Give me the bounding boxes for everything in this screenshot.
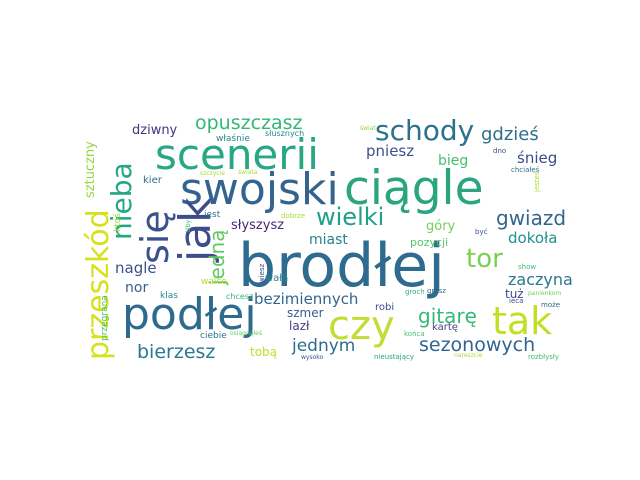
word-czy: czy <box>328 303 395 349</box>
word-ieca: ieca <box>509 297 524 305</box>
word-nor: nor <box>125 280 149 296</box>
word-swiata: świata <box>238 169 258 176</box>
word-gwiazd: gwiazd <box>496 206 567 230</box>
word-schody: schody <box>375 114 475 147</box>
word-panienkom: panienkom <box>528 290 562 297</box>
word-karte: kartę <box>432 322 458 333</box>
word-swojski: swojski <box>180 164 339 215</box>
word-byc: być <box>475 228 488 236</box>
word-podlej: podłej <box>122 289 257 340</box>
word-opuszczasz: opuszczasz <box>195 112 303 134</box>
word-swiat: świat <box>360 125 376 132</box>
word-brodlej: brodłej <box>238 231 445 301</box>
word-pniesz: pniesz <box>366 142 415 160</box>
word-chcesz: chcesz <box>226 292 254 301</box>
word-tuz: tuż <box>505 287 524 301</box>
word-ciebie: ciebie <box>200 331 227 341</box>
word-szmer: szmer <box>287 306 324 320</box>
word-izby: iżby <box>185 219 192 232</box>
word-robi: robi <box>375 302 395 313</box>
word-bierzesz: bierzesz <box>137 341 216 363</box>
word-nareszcie: nareszcie <box>454 352 483 359</box>
word-nagle: nagle <box>115 259 157 277</box>
word-scenerii: scenerii <box>155 130 319 179</box>
word-przegrana: przegrana <box>100 295 110 341</box>
word-slyszysz: słyszysz <box>231 218 285 233</box>
word-slusznych: słusznych <box>265 129 305 138</box>
word-jestes: jesteś <box>533 171 541 192</box>
word-wlasnie: właśnie <box>216 134 250 144</box>
word-wala: wała <box>265 273 289 284</box>
word-show: show <box>518 263 537 271</box>
word-lazl: lazł <box>289 319 310 333</box>
word-rozblysly: rozbłysły <box>528 353 560 361</box>
word-groch: groch <box>405 288 425 296</box>
word-osiagnales: osiągnąłeś <box>230 330 262 337</box>
word-bezimiennych: bezimiennych <box>254 290 359 308</box>
word-dobrze: dobrze <box>281 212 306 220</box>
word-moze: może <box>541 301 561 309</box>
word-kier: kier <box>143 175 162 186</box>
word-zaczyna: zaczyna <box>508 270 573 289</box>
word-chciales: chciałeś <box>511 166 540 174</box>
word-wielki: wielki <box>316 203 385 231</box>
word-tak: tak <box>492 299 553 343</box>
word-pozycji: pozycji <box>410 236 449 249</box>
word-wiesz: wiesz <box>258 263 266 283</box>
word-ktos: ktoś <box>113 213 123 232</box>
word-jest: jest <box>204 210 221 220</box>
word-gdzies: gdzieś <box>481 124 539 145</box>
word-wysoko: wysoko <box>301 354 324 361</box>
word-tor: tor <box>466 244 503 274</box>
word-konca: końca <box>404 330 425 338</box>
word-dokola: dokoła <box>508 229 558 247</box>
word-walce: walce <box>201 277 227 287</box>
word-toba: tobą <box>250 345 278 359</box>
word-klas: klas <box>160 291 178 301</box>
word-grasz: grasz <box>427 287 446 295</box>
word-miast: miast <box>309 232 348 248</box>
word-ciagle: ciągle <box>344 161 484 216</box>
word-sie: się <box>133 210 177 264</box>
word-nieustajacy: nieustający <box>374 353 415 361</box>
word-sezonowych: sezonowych <box>419 334 536 356</box>
word-jednym: jednym <box>292 336 356 356</box>
word-dziwny: dziwny <box>132 123 178 138</box>
word-snieg: śnieg <box>517 149 558 167</box>
word-gitare: gitarę <box>418 304 477 328</box>
word-bieg: bieg <box>438 153 469 169</box>
word-dno: dno <box>493 147 507 155</box>
word-szczycie: szczycie <box>200 170 225 177</box>
word-sztuczny: sztuczny <box>83 141 98 198</box>
word-gory: góry <box>426 219 456 234</box>
